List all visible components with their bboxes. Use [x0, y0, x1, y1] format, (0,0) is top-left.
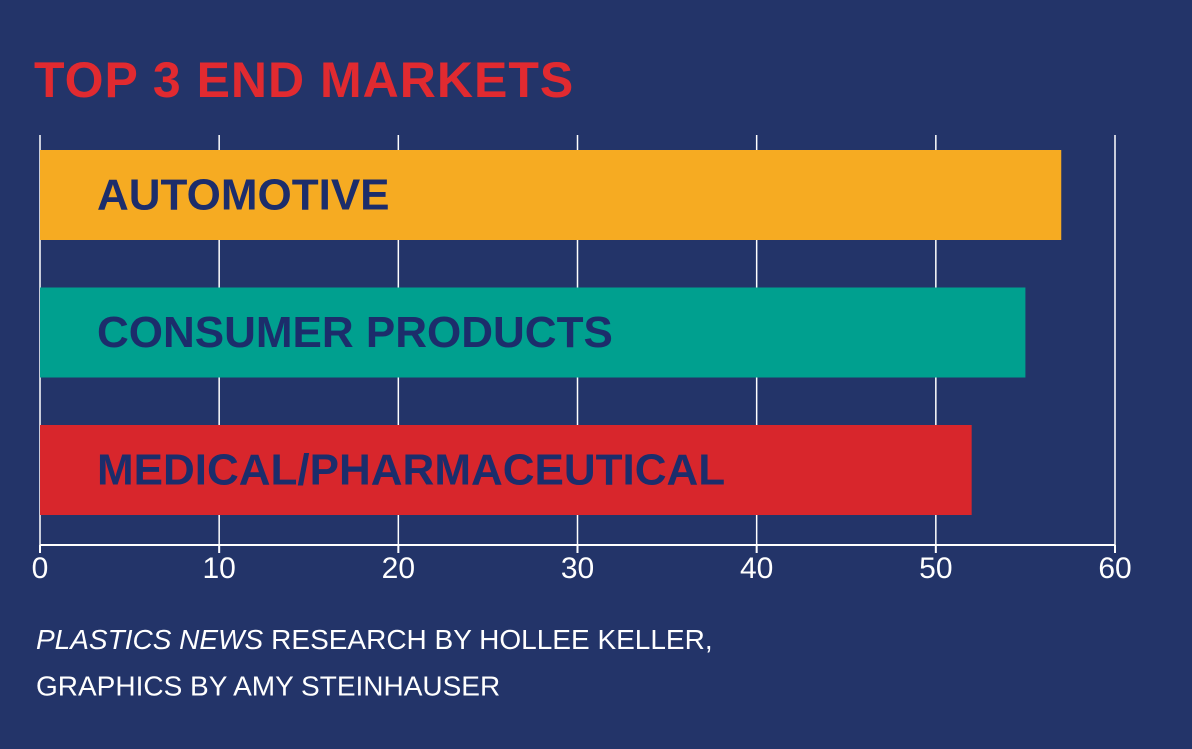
- bar: [40, 150, 1062, 240]
- category-label: CONSUMER PRODUCTS: [97, 308, 613, 357]
- chart-title: TOP 3 END MARKETS: [34, 52, 574, 108]
- category-label: AUTOMOTIVE: [97, 171, 390, 220]
- x-tick-label: 60: [1098, 552, 1131, 585]
- bars: AUTOMOTIVE CONSUMER PRODUCTS MEDICAL/PHARM…: [40, 150, 1062, 515]
- x-tick-label: 40: [740, 552, 773, 585]
- x-tick-label: 50: [919, 552, 952, 585]
- source-publication: PLASTICS NEWS: [36, 624, 263, 655]
- source-note: PLASTICS NEWS RESEARCH BY HOLLEE KELLER,: [36, 624, 713, 655]
- bar: [40, 425, 972, 515]
- x-tick-label: 30: [561, 552, 594, 585]
- source-line: RESEARCH BY HOLLEE KELLER,: [271, 624, 712, 655]
- category-label: MEDICAL/PHARMACEUTICAL: [97, 446, 725, 495]
- x-tick-label: 0: [32, 552, 49, 585]
- x-tick-label: 10: [202, 552, 235, 585]
- source-line: GRAPHICS BY AMY STEINHAUSER: [36, 670, 500, 701]
- bar: [40, 287, 1026, 378]
- x-tick-label: 20: [382, 552, 415, 585]
